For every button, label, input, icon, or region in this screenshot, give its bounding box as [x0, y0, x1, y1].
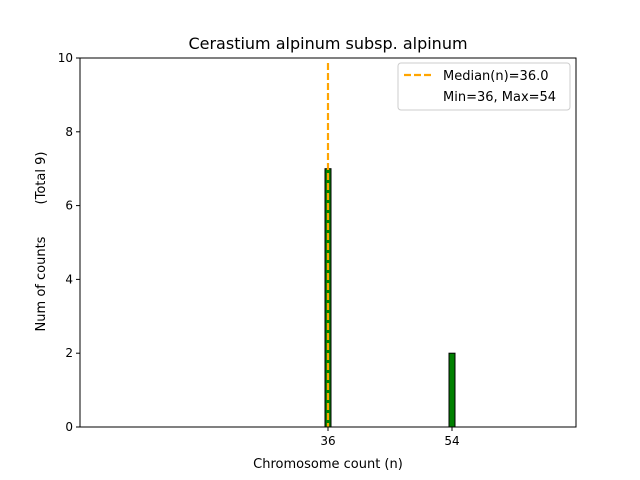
x-axis-label: Chromosome count (n): [253, 457, 403, 472]
bar-54: [448, 352, 456, 428]
y-tick-label-10: 10: [58, 51, 73, 65]
chart-title: Cerastium alpinum subsp. alpinum: [188, 34, 467, 53]
y-axis: 0 2 4 6 8 10: [58, 51, 80, 434]
legend-range-label: Min=36, Max=54: [443, 90, 556, 105]
y-axis-label: Num of counts: [34, 236, 49, 331]
y-tick-label-4: 4: [65, 272, 73, 286]
x-axis: 36 54: [320, 427, 460, 448]
legend-box: [397, 62, 571, 111]
y-tick-label-0: 0: [65, 420, 73, 434]
y-tick-label-6: 6: [65, 199, 73, 213]
y-axis-total-note: (Total 9): [34, 152, 49, 205]
y-tick-label-8: 8: [65, 125, 73, 139]
legend: Median(n)=36.0 Min=36, Max=54: [397, 62, 571, 111]
y-tick-label-2: 2: [65, 346, 73, 360]
legend-median-label: Median(n)=36.0: [443, 69, 549, 84]
x-tick-label-36: 36: [320, 434, 335, 448]
x-tick-label-54: 54: [444, 434, 459, 448]
